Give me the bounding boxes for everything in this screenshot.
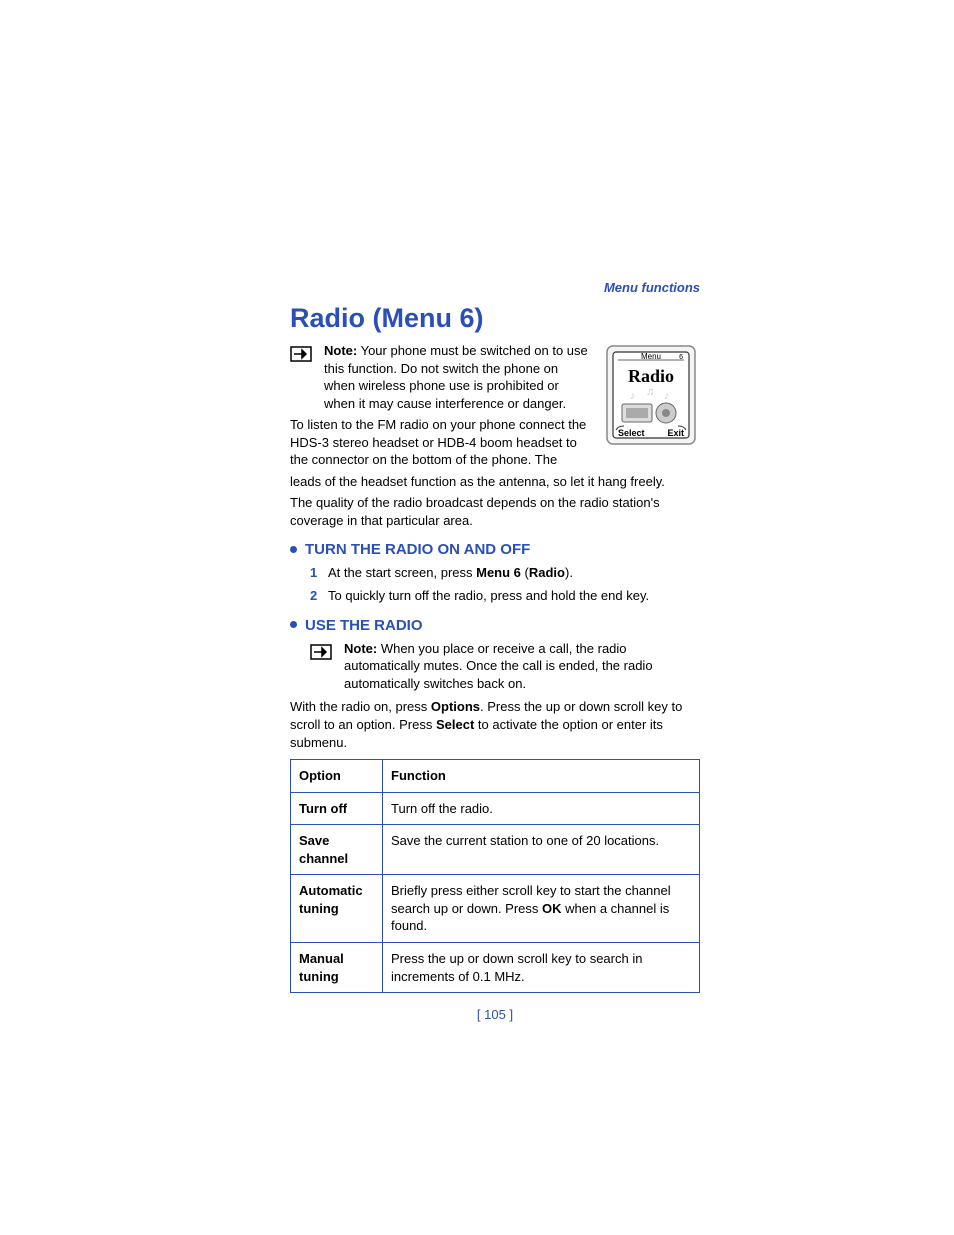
cell-function: Press the up or down scroll key to searc… [383,942,700,992]
table-row: Manual tuning Press the up or down scrol… [291,942,700,992]
step-1-text: At the start screen, press Menu 6 (Radio… [328,564,573,582]
intro-paragraph-1b: leads of the headset function as the ant… [290,473,700,491]
svg-text:♫: ♫ [646,386,654,398]
svg-text:♪: ♪ [630,390,636,402]
page-title: Radio (Menu 6) [290,303,700,334]
note-arrow-icon [290,344,316,369]
phone-screen-illustration: Menu 6 Radio ♪ ♫ ♪ Select Exit [604,342,700,453]
col-header-function: Function [383,760,700,793]
cell-function: Save the current station to one of 20 lo… [383,825,700,875]
table-row: Turn off Turn off the radio. [291,792,700,825]
step-1: 1 At the start screen, press Menu 6 (Rad… [310,564,700,582]
intro-paragraph-2: The quality of the radio broadcast depen… [290,494,700,529]
bullet-icon [290,546,297,553]
table-header-row: Option Function [291,760,700,793]
section-header-label: Menu functions [290,280,700,295]
note-arrow-icon [310,642,336,667]
cell-option: Automatic tuning [291,875,383,943]
col-header-option: Option [291,760,383,793]
subheading-use-radio: USE THE RADIO [290,617,700,634]
cell-function: Briefly press either scroll key to start… [383,875,700,943]
note-block-2: Note: When you place or receive a call, … [310,640,700,693]
phone-menu-num: 6 [679,354,683,361]
note-label: Note: [344,641,377,656]
svg-text:♪: ♪ [664,390,670,402]
subheading-turn-radio: TURN THE RADIO ON AND OFF [290,541,700,558]
step-2: 2 To quickly turn off the radio, press a… [310,587,700,605]
note-block-1: Note: Your phone must be switched on to … [290,342,592,412]
manual-page: Menu functions Radio (Menu 6) Note: Your… [290,280,700,1022]
note-body: When you place or receive a call, the ra… [344,641,653,691]
cell-function: Turn off the radio. [383,792,700,825]
phone-menu-label: Menu [641,352,661,361]
note-label: Note: [324,343,357,358]
note-body: Your phone must be switched on to use th… [324,343,588,411]
phone-softkey-left: Select [618,428,645,438]
step-number: 1 [310,564,328,582]
bullet-icon [290,621,297,628]
table-row: Automatic tuning Briefly press either sc… [291,875,700,943]
page-number: [ 105 ] [290,1007,700,1022]
note-text-1: Note: Your phone must be switched on to … [324,342,592,412]
phone-screen-title: Radio [628,366,674,386]
phone-softkey-right: Exit [667,428,684,438]
intro-columns: Note: Your phone must be switched on to … [290,342,700,473]
cell-option: Save channel [291,825,383,875]
step-number: 2 [310,587,328,605]
step-2-text: To quickly turn off the radio, press and… [328,587,649,605]
cell-option: Turn off [291,792,383,825]
table-row: Save channel Save the current station to… [291,825,700,875]
subheading-turn-text: TURN THE RADIO ON AND OFF [305,541,530,558]
options-table: Option Function Turn off Turn off the ra… [290,759,700,993]
intro-paragraph-1a: To listen to the FM radio on your phone … [290,416,592,469]
note-text-2: Note: When you place or receive a call, … [344,640,700,693]
subheading-use-text: USE THE RADIO [305,617,423,634]
cell-option: Manual tuning [291,942,383,992]
use-radio-paragraph: With the radio on, press Options. Press … [290,698,700,751]
